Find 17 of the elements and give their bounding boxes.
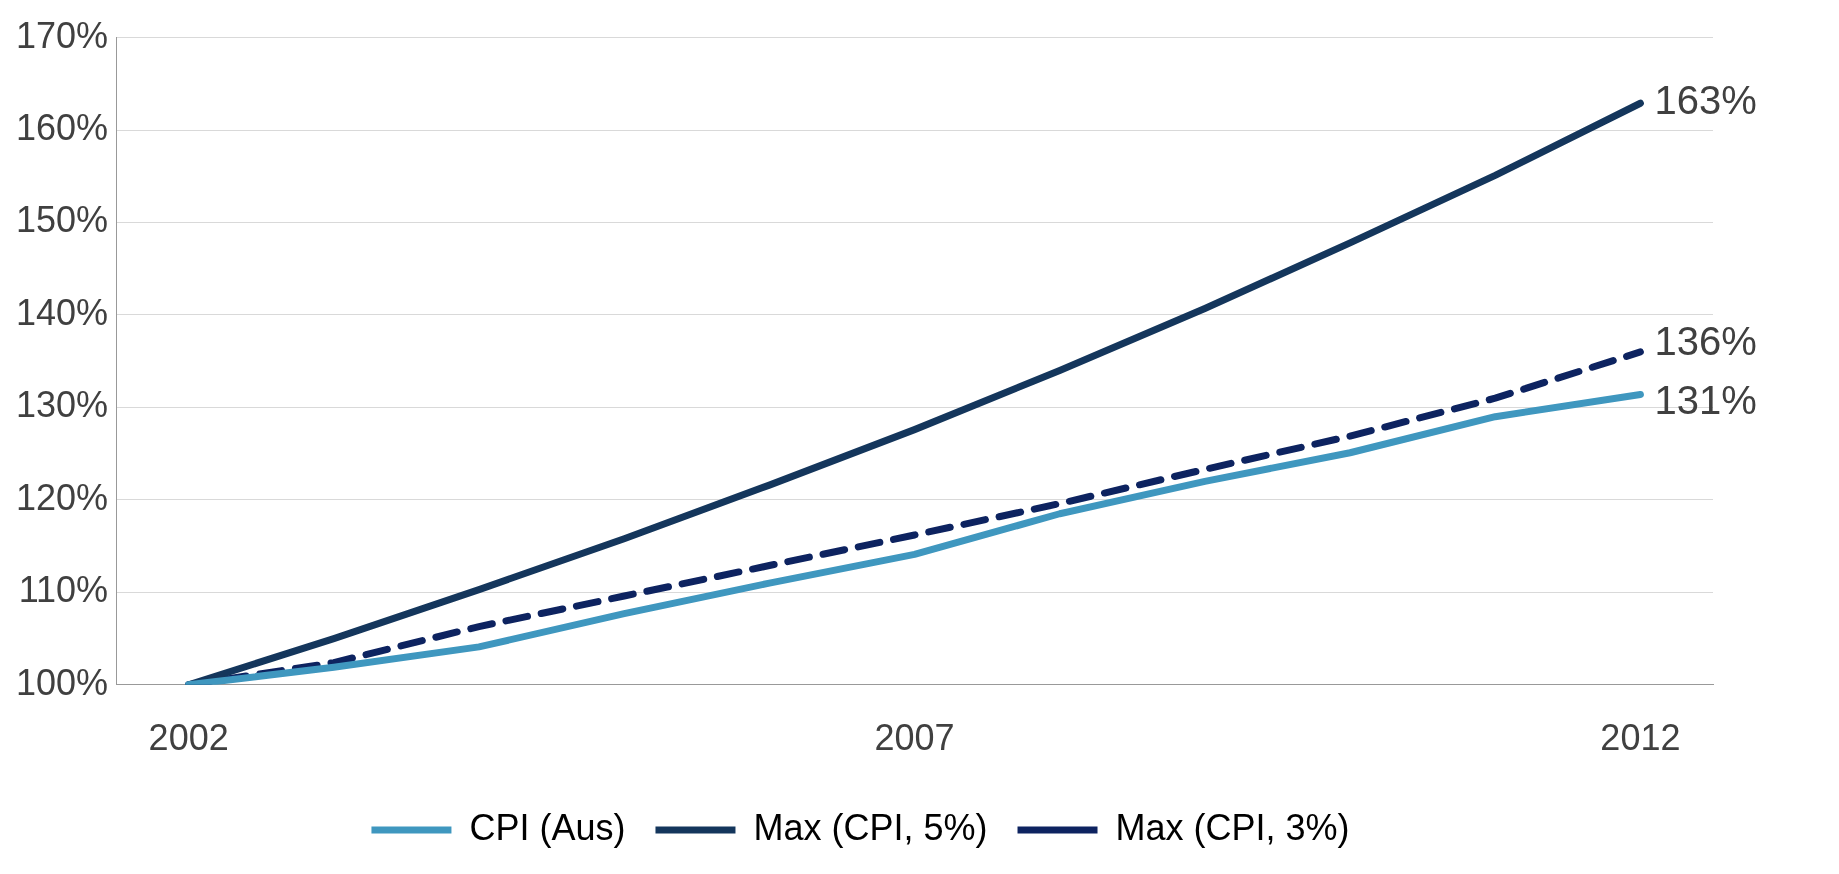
x-tick-label: 2007	[874, 717, 955, 759]
legend-label: Max (CPI, 5%)	[753, 806, 988, 848]
y-tick-label: 140%	[16, 291, 109, 333]
x-tick-label: 2012	[1600, 717, 1681, 759]
data-label: 163%	[1654, 78, 1757, 123]
y-tick-label: 100%	[16, 661, 109, 703]
y-tick-label: 110%	[18, 569, 109, 611]
y-tick-label: 130%	[16, 384, 109, 426]
y-tick-label: 150%	[16, 199, 109, 241]
legend-label: CPI (Aus)	[469, 806, 626, 848]
y-tick-label: 120%	[16, 476, 109, 518]
data-label: 136%	[1654, 318, 1757, 363]
data-label: 131%	[1654, 377, 1757, 422]
y-tick-label: 160%	[16, 106, 109, 148]
legend-label: Max (CPI, 3%)	[1115, 806, 1350, 848]
x-tick-label: 2002	[148, 717, 229, 759]
y-tick-label: 170%	[16, 14, 109, 56]
